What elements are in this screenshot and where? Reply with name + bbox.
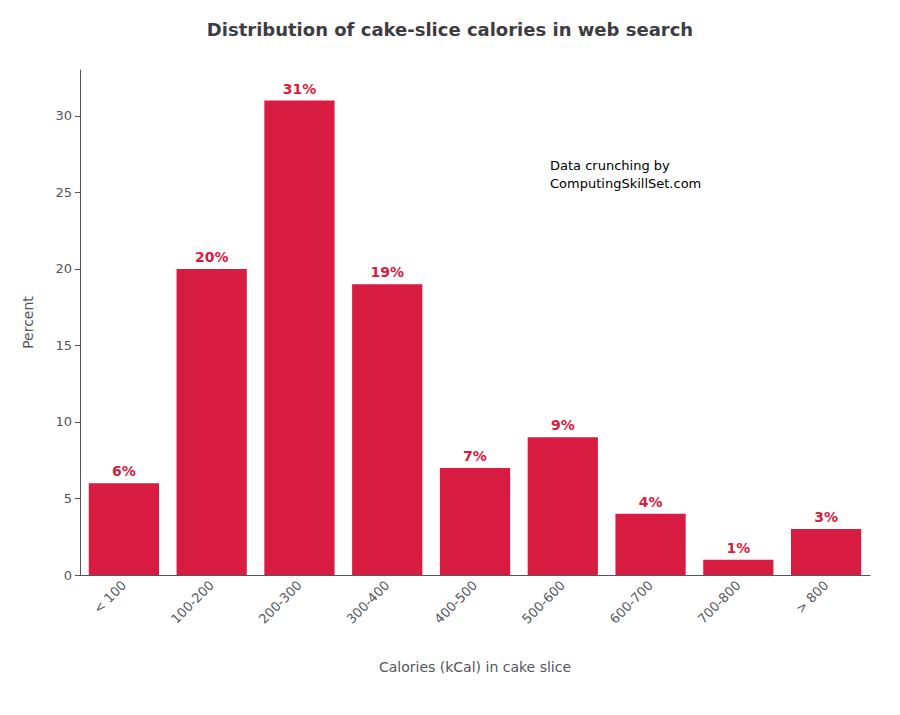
svg-text:200-300: 200-300 [256, 578, 305, 627]
svg-text:31%: 31% [283, 81, 317, 97]
svg-text:15: 15 [55, 338, 72, 353]
svg-text:9%: 9% [551, 417, 575, 433]
svg-text:20: 20 [55, 261, 72, 276]
svg-text:500-600: 500-600 [519, 578, 568, 627]
svg-text:5: 5 [64, 491, 72, 506]
svg-text:600-700: 600-700 [607, 578, 656, 627]
svg-text:300-400: 300-400 [344, 578, 393, 627]
svg-text:Calories (kCal) in cake slice: Calories (kCal) in cake slice [379, 659, 571, 675]
svg-text:< 100: < 100 [90, 578, 129, 617]
svg-text:3%: 3% [814, 509, 838, 525]
svg-text:6%: 6% [112, 463, 136, 479]
svg-text:0: 0 [64, 568, 72, 583]
svg-text:Percent: Percent [20, 296, 36, 349]
svg-text:30: 30 [55, 108, 72, 123]
svg-text:20%: 20% [195, 249, 229, 265]
svg-text:4%: 4% [639, 494, 663, 510]
svg-text:100-200: 100-200 [168, 578, 217, 627]
svg-text:19%: 19% [370, 264, 404, 280]
svg-text:Data crunching by: Data crunching by [550, 158, 670, 173]
svg-text:10: 10 [55, 414, 72, 429]
svg-text:Distribution of cake-slice cal: Distribution of cake-slice calories in w… [207, 19, 693, 40]
svg-text:25: 25 [55, 185, 72, 200]
svg-text:ComputingSkillSet.com: ComputingSkillSet.com [550, 176, 701, 191]
svg-text:1%: 1% [726, 540, 750, 556]
svg-text:> 800: > 800 [793, 578, 832, 617]
svg-text:7%: 7% [463, 448, 487, 464]
svg-text:700-800: 700-800 [695, 578, 744, 627]
svg-text:400-500: 400-500 [431, 578, 480, 627]
